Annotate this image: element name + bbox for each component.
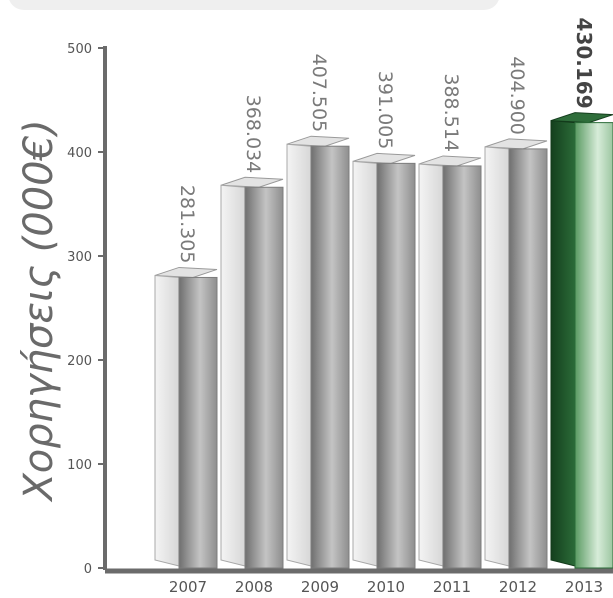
top-panel — [8, 0, 500, 10]
x-tick-label-2009: 2009 — [301, 578, 339, 596]
y-tick-label-500: 500 — [67, 42, 92, 57]
bar-side-2013 — [574, 122, 613, 569]
value-label-2007: 281.305 — [176, 185, 198, 264]
value-label-2013: 430.169 — [572, 18, 596, 109]
value-label-2008: 368.034 — [242, 95, 264, 174]
bar-2010 — [352, 152, 416, 569]
bar-2008 — [220, 176, 284, 569]
value-label-2011: 388.514 — [440, 73, 462, 152]
bar-top-2007 — [154, 266, 218, 278]
bar-2007 — [154, 266, 218, 569]
bar-side-2009 — [310, 145, 350, 569]
bar-top-2010 — [352, 152, 416, 164]
bar-side-2010 — [376, 162, 416, 569]
bar-top-2009 — [286, 135, 350, 147]
bar-2011 — [418, 155, 482, 569]
y-tick-label-300: 300 — [67, 250, 92, 265]
value-label-2010: 391.005 — [374, 71, 396, 150]
x-tick-label-2008: 2008 — [235, 578, 273, 596]
y-tick-label-100: 100 — [67, 458, 92, 473]
bar-face-2007 — [154, 274, 180, 567]
y-tick-label-0: 0 — [84, 562, 92, 577]
bar-face-2010 — [352, 160, 378, 567]
y-tick-label-400: 400 — [67, 146, 92, 161]
bar-2012 — [484, 138, 548, 569]
bar-side-2012 — [508, 148, 548, 569]
value-label-2012: 404.900 — [506, 56, 528, 135]
bar-top-2012 — [484, 138, 548, 150]
bar-face-2008 — [220, 184, 246, 567]
x-tick-label-2013: 2013 — [565, 578, 603, 596]
bar-side-2007 — [178, 276, 218, 569]
bar-2013 — [550, 112, 613, 569]
value-label-2009: 407.505 — [308, 54, 330, 133]
bar-top-2011 — [418, 155, 482, 167]
x-tick-label-2012: 2012 — [499, 578, 537, 596]
bar-2009 — [286, 135, 350, 569]
x-tick-label-2007: 2007 — [169, 578, 207, 596]
y-axis-label: Χορηγήσεις (000€) — [16, 119, 62, 502]
bar-face-2013 — [550, 120, 576, 567]
bar-face-2009 — [286, 143, 312, 567]
bar-face-2012 — [484, 146, 510, 567]
x-tick-label-2010: 2010 — [367, 578, 405, 596]
bar-top-2008 — [220, 176, 284, 188]
bar-top-2013 — [550, 112, 613, 124]
x-tick-label-2011: 2011 — [433, 578, 471, 596]
bar-face-2011 — [418, 163, 444, 567]
bar-side-2008 — [244, 186, 284, 569]
bar-side-2011 — [442, 165, 482, 569]
y-tick-label-200: 200 — [67, 354, 92, 369]
